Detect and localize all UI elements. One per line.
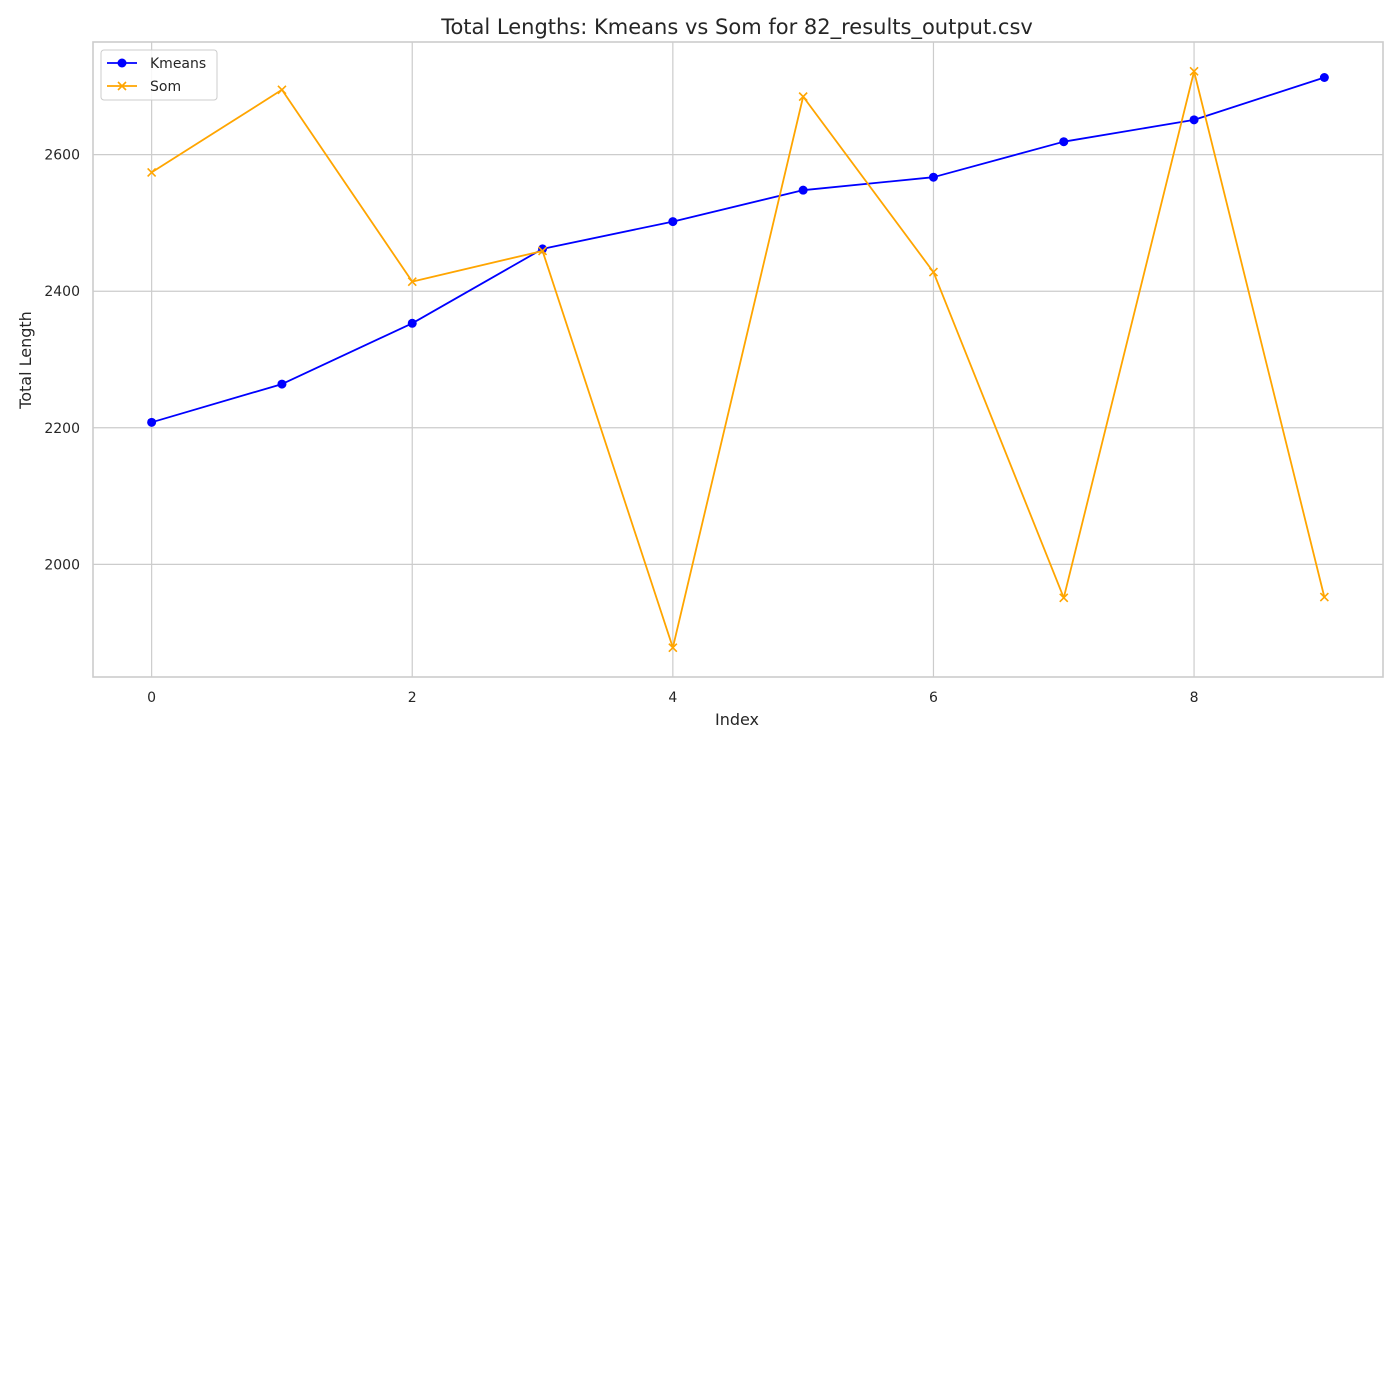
data-point-kmeans bbox=[1059, 137, 1069, 147]
plot-area-frame bbox=[92, 41, 1384, 678]
data-point-som bbox=[928, 267, 939, 277]
legend-marker-som bbox=[117, 81, 127, 91]
data-point-som bbox=[1319, 592, 1329, 602]
data-point-kmeans bbox=[928, 172, 938, 182]
legend-label-som: Som bbox=[150, 79, 181, 95]
data-point-kmeans bbox=[1189, 115, 1199, 125]
x-tick-label: 8 bbox=[1190, 690, 1199, 706]
data-point-kmeans bbox=[147, 417, 157, 427]
legend-entry-som: Som bbox=[107, 79, 181, 95]
data-point-kmeans bbox=[1319, 73, 1329, 83]
data-point-kmeans bbox=[798, 185, 808, 195]
x-tick-label: 6 bbox=[929, 690, 938, 706]
data-point-som bbox=[277, 85, 287, 95]
y-axis-label: Total Length bbox=[16, 311, 35, 410]
legend-marker-kmeans bbox=[117, 58, 127, 68]
tick-labels: 0 2 4 6 8 2000 2200 2400 2600 bbox=[44, 148, 1198, 706]
x-tick-label: 0 bbox=[147, 690, 156, 706]
legend-label-kmeans: Kmeans bbox=[150, 56, 206, 72]
legend: Kmeans Som bbox=[100, 49, 218, 101]
y-tick-label: 2600 bbox=[44, 148, 80, 164]
y-tick-label: 2000 bbox=[44, 557, 80, 573]
chart-title: Total Lengths: Kmeans vs Som for 82_resu… bbox=[440, 15, 1033, 40]
data-point-kmeans bbox=[668, 217, 678, 227]
gridlines bbox=[93, 42, 1383, 677]
data-point-kmeans bbox=[407, 318, 417, 328]
y-tick-label: 2400 bbox=[44, 284, 80, 300]
y-tick-label: 2200 bbox=[44, 421, 80, 437]
data-point-som bbox=[798, 92, 808, 102]
series-line-kmeans bbox=[151, 76, 1325, 424]
data-point-som bbox=[1189, 66, 1199, 76]
series-group bbox=[147, 66, 1329, 653]
data-point-som bbox=[1059, 593, 1069, 603]
data-point-som bbox=[147, 167, 157, 177]
series-som bbox=[147, 66, 1329, 653]
x-tick-label: 4 bbox=[668, 690, 677, 706]
legend-entry-kmeans: Kmeans bbox=[107, 56, 206, 72]
data-point-som bbox=[537, 246, 548, 256]
x-axis-label: Index bbox=[715, 710, 759, 729]
data-point-som bbox=[668, 643, 678, 653]
data-point-kmeans bbox=[277, 379, 287, 389]
data-point-som bbox=[407, 277, 417, 287]
series-kmeans bbox=[147, 73, 1329, 427]
series-line-som bbox=[151, 70, 1326, 649]
x-tick-label: 2 bbox=[408, 690, 417, 706]
